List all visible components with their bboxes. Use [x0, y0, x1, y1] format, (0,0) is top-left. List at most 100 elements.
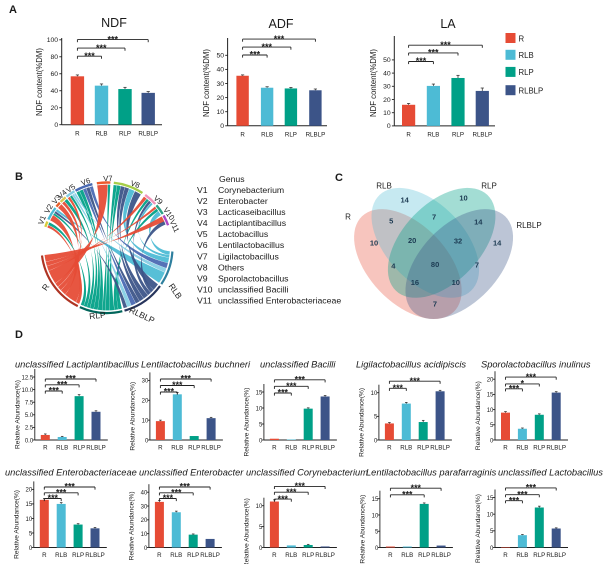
- svg-text:0.0: 0.0: [25, 438, 34, 444]
- svg-text:RLP: RLP: [285, 132, 297, 139]
- svg-text:RLP: RLP: [302, 445, 314, 452]
- svg-text:RLB: RLB: [95, 131, 107, 138]
- svg-text:RLP: RLP: [89, 310, 107, 322]
- svg-text:10: 10: [487, 513, 494, 519]
- svg-text:NDF content(%DM): NDF content(%DM): [35, 48, 44, 116]
- svg-text:RLBLP: RLBLP: [519, 87, 544, 96]
- svg-text:RLBLP: RLBLP: [516, 221, 541, 230]
- svg-text:30: 30: [216, 81, 224, 88]
- svg-text:60: 60: [51, 71, 59, 78]
- svg-text:RLB: RLB: [56, 445, 68, 452]
- svg-text:15: 15: [372, 497, 379, 503]
- svg-text:Relative Abundance(%): Relative Abundance(%): [130, 382, 137, 451]
- svg-text:20: 20: [487, 378, 494, 384]
- svg-text:RLB: RLB: [170, 552, 182, 559]
- svg-text:unclassified Corynebacterium: unclassified Corynebacterium: [246, 468, 368, 478]
- svg-text:RLB: RLB: [519, 51, 534, 60]
- svg-text:Relative Abundance(%): Relative Abundance(%): [244, 388, 251, 457]
- svg-text:16: 16: [411, 278, 419, 287]
- svg-text:14: 14: [401, 195, 410, 204]
- svg-text:Relative Abundance(%): Relative Abundance(%): [475, 381, 482, 450]
- svg-text:RLP: RLP: [533, 552, 545, 559]
- svg-text:15: 15: [487, 496, 494, 502]
- svg-text:Relative Abundance(%): Relative Abundance(%): [360, 495, 367, 564]
- svg-text:C: C: [335, 172, 343, 184]
- svg-text:RLBLP: RLBLP: [431, 552, 451, 559]
- svg-text:RLP: RLP: [519, 68, 534, 77]
- svg-text:R: R: [272, 445, 277, 452]
- svg-text:V1: V1: [197, 185, 208, 195]
- svg-text:80: 80: [431, 260, 439, 269]
- svg-text:7: 7: [433, 300, 437, 309]
- svg-text:NDF: NDF: [101, 16, 127, 30]
- svg-text:R: R: [406, 132, 411, 139]
- svg-text:Relative Abundance(%): Relative Abundance(%): [359, 388, 366, 457]
- svg-text:20: 20: [408, 236, 416, 245]
- svg-text:7.5: 7.5: [25, 401, 34, 407]
- svg-text:D: D: [15, 329, 23, 341]
- svg-text:R: R: [387, 445, 392, 452]
- svg-text:20: 20: [142, 399, 149, 405]
- svg-text:Others: Others: [218, 262, 245, 272]
- svg-text:50: 50: [216, 53, 224, 60]
- svg-text:V2: V2: [197, 196, 208, 206]
- svg-text:R: R: [42, 552, 47, 559]
- svg-text:***: ***: [526, 372, 537, 382]
- svg-text:unclassified Enterobacter: unclassified Enterobacter: [139, 468, 244, 478]
- svg-text:40: 40: [383, 70, 391, 77]
- svg-text:10: 10: [256, 504, 263, 510]
- svg-text:10: 10: [371, 391, 378, 397]
- svg-text:12.5: 12.5: [22, 375, 34, 381]
- svg-text:RLBLP: RLBLP: [430, 445, 450, 452]
- svg-text:RLB: RLB: [376, 182, 392, 191]
- svg-text:20: 20: [383, 97, 391, 104]
- svg-text:15: 15: [26, 502, 33, 508]
- svg-text:RLBLP: RLBLP: [472, 132, 492, 139]
- svg-text:V6: V6: [197, 240, 208, 250]
- svg-text:R: R: [345, 213, 351, 222]
- svg-text:40: 40: [216, 67, 224, 74]
- svg-text:20: 20: [26, 488, 33, 494]
- svg-text:R: R: [157, 552, 162, 559]
- svg-text:Lacticaseibacillus: Lacticaseibacillus: [218, 207, 286, 217]
- svg-text:***: ***: [393, 383, 404, 393]
- svg-text:Lentilactobacillus parafarragi: Lentilactobacillus parafarraginis: [366, 468, 497, 478]
- svg-text:Genus: Genus: [219, 174, 245, 184]
- svg-text:RLP: RLP: [119, 131, 131, 138]
- svg-text:15: 15: [487, 393, 494, 399]
- svg-text:R: R: [43, 445, 48, 452]
- svg-text:RLB: RLB: [516, 445, 528, 452]
- svg-text:Lentilactobacillus: Lentilactobacillus: [218, 240, 285, 250]
- svg-text:unclassified Enterobacteriacea: unclassified Enterobacteriaceae: [218, 296, 341, 306]
- svg-text:10: 10: [459, 194, 467, 203]
- svg-text:RLBLP: RLBLP: [315, 552, 335, 559]
- svg-text:7: 7: [432, 213, 436, 222]
- svg-text:40: 40: [51, 88, 59, 95]
- svg-text:RLBLP: RLBLP: [546, 552, 566, 559]
- svg-text:14: 14: [474, 218, 483, 227]
- svg-text:10: 10: [216, 109, 224, 116]
- svg-text:V7: V7: [197, 251, 208, 261]
- svg-text:RLP: RLP: [533, 445, 545, 452]
- svg-text:10: 10: [487, 408, 494, 414]
- svg-text:5: 5: [389, 217, 393, 226]
- svg-text:20: 20: [51, 105, 59, 112]
- svg-text:Relative Abundance(%): Relative Abundance(%): [129, 491, 136, 560]
- svg-text:V9: V9: [197, 273, 208, 283]
- svg-text:5.0: 5.0: [25, 413, 34, 419]
- svg-text:RLBLP: RLBLP: [546, 445, 566, 452]
- svg-text:NDF content(%DM): NDF content(%DM): [369, 49, 378, 117]
- svg-text:RLP: RLP: [73, 445, 85, 452]
- svg-text:0: 0: [220, 123, 224, 130]
- svg-text:unclassified Bacilli: unclassified Bacilli: [218, 284, 289, 294]
- svg-text:R: R: [240, 132, 245, 139]
- svg-text:V11: V11: [197, 296, 212, 306]
- svg-text:V4: V4: [197, 218, 208, 228]
- svg-text:RLBLP: RLBLP: [85, 552, 105, 559]
- svg-text:RLBLP: RLBLP: [138, 131, 158, 138]
- svg-text:unclassified Lactiplantibacill: unclassified Lactiplantibacillus: [15, 360, 139, 370]
- svg-text:10: 10: [383, 110, 391, 117]
- svg-text:R: R: [158, 445, 163, 452]
- svg-text:15: 15: [256, 390, 263, 396]
- svg-text:10: 10: [142, 418, 149, 424]
